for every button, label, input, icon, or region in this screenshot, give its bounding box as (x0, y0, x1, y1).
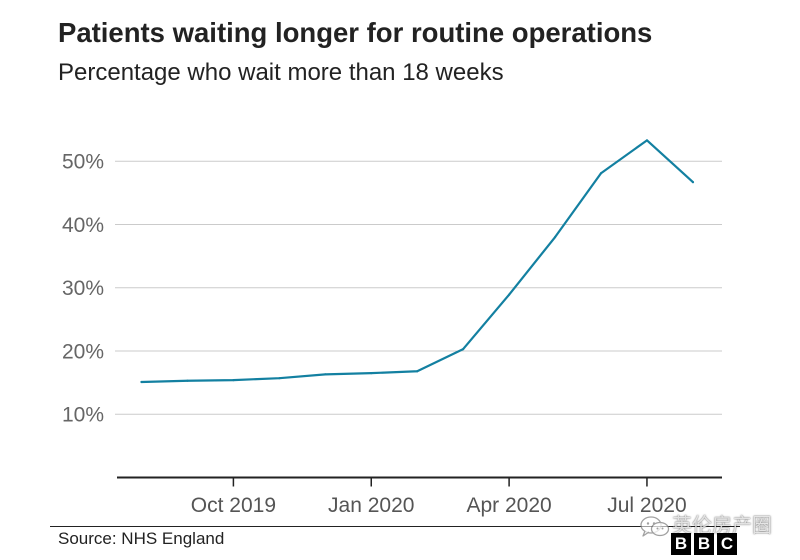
y-tick-label-10: 10% (62, 404, 104, 427)
y-tick-label-20: 20% (62, 340, 104, 363)
watermark-text: 英伦房产圈 (672, 513, 772, 537)
data-point-2019-11 (278, 377, 281, 380)
bbc-logo-letter: B (694, 533, 714, 555)
data-point-2019-08 (140, 380, 143, 384)
x-tick-label-apr-2020: Apr 2020 (466, 494, 551, 517)
data-point-2019-12 (324, 373, 327, 376)
bbc-logo-letter: C (717, 533, 737, 555)
data-point-2020-07 (645, 139, 649, 142)
chart-subtitle: Percentage who wait more than 18 weeks (58, 59, 504, 86)
series-line (140, 139, 694, 384)
x-tick-label-oct-2019: Oct 2019 (191, 494, 276, 517)
data-point-2020-05 (553, 236, 557, 239)
data-point-2020-02 (416, 370, 419, 373)
bbc-logo-letter: B (671, 533, 691, 555)
wechat-icon (640, 516, 670, 537)
data-point-2019-10 (232, 378, 235, 382)
data-point-2020-04 (508, 293, 511, 296)
x-tick-label-jul-2020: Jul 2020 (607, 494, 686, 517)
x-tick-label-jan-2020: Jan 2020 (328, 494, 414, 517)
data-point-2019-09 (186, 379, 189, 382)
y-tick-label-30: 30% (62, 277, 104, 300)
data-point-2020-01 (370, 372, 373, 375)
data-point-2020-03 (462, 347, 465, 351)
y-tick-label-40: 40% (62, 214, 104, 237)
data-point-2020-08 (691, 181, 695, 184)
bbc-logo: B B C (671, 533, 737, 555)
source-note: Source: NHS England (58, 529, 225, 548)
source-divider (50, 526, 740, 527)
chart-title: Patients waiting longer for routine oper… (58, 17, 653, 48)
data-point-2020-06 (599, 172, 603, 175)
y-tick-label-50: 50% (62, 151, 104, 174)
